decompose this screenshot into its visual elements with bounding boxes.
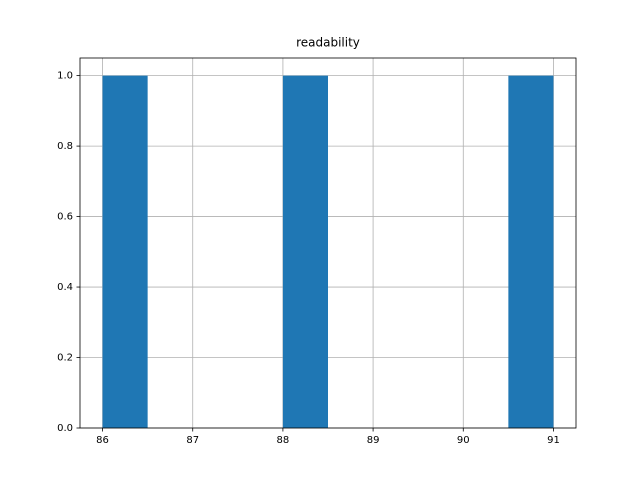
- x-tick-label: 91: [547, 435, 560, 446]
- bar: [282, 75, 328, 428]
- x-tick-label: 87: [186, 435, 199, 446]
- y-tick-label: 0.4: [57, 282, 73, 293]
- bar: [508, 75, 554, 428]
- bar: [102, 75, 148, 428]
- x-tick-label: 86: [96, 435, 109, 446]
- y-tick-label: 0.2: [57, 353, 73, 364]
- y-tick-label: 1.0: [57, 71, 73, 82]
- y-tick-label: 0.8: [57, 141, 73, 152]
- x-tick-label: 88: [277, 435, 290, 446]
- y-tick-label: 0.6: [57, 212, 73, 223]
- x-tick-label: 89: [367, 435, 380, 446]
- chart-title: readability: [296, 36, 360, 50]
- axes-frame: [79, 57, 577, 429]
- x-tick-label: 90: [457, 435, 470, 446]
- y-tick-label: 0.0: [57, 423, 73, 434]
